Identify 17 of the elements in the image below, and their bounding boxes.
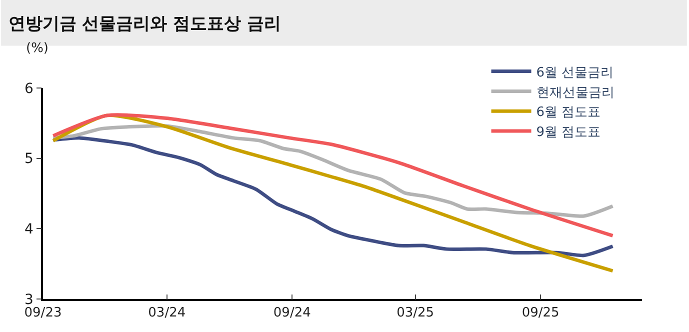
y-tick-label: 4 <box>24 222 34 238</box>
legend-label: 6월 선물금리 <box>536 65 614 80</box>
line-series <box>51 136 614 258</box>
x-tick-label: 03/25 <box>396 305 434 320</box>
y-tick-label: 5 <box>24 151 34 168</box>
legend-label: 6월 점도표 <box>536 105 601 120</box>
legend-label: 9월 점도표 <box>536 125 601 140</box>
x-tick-label: 09/23 <box>24 305 62 320</box>
x-tick-label: 09/24 <box>273 305 311 320</box>
y-axis-title: (%) <box>26 41 48 56</box>
y-tick-label: 6 <box>24 80 34 97</box>
legend-label: 현재선물금리 <box>536 85 614 100</box>
line-series <box>51 124 614 218</box>
chart-title: 연방기금 선물금리와 점도표상 금리 <box>8 14 282 34</box>
x-tick-label: 09/25 <box>522 305 560 320</box>
y-tick-label: 3 <box>24 292 34 308</box>
x-tick-label: 03/24 <box>148 305 186 320</box>
